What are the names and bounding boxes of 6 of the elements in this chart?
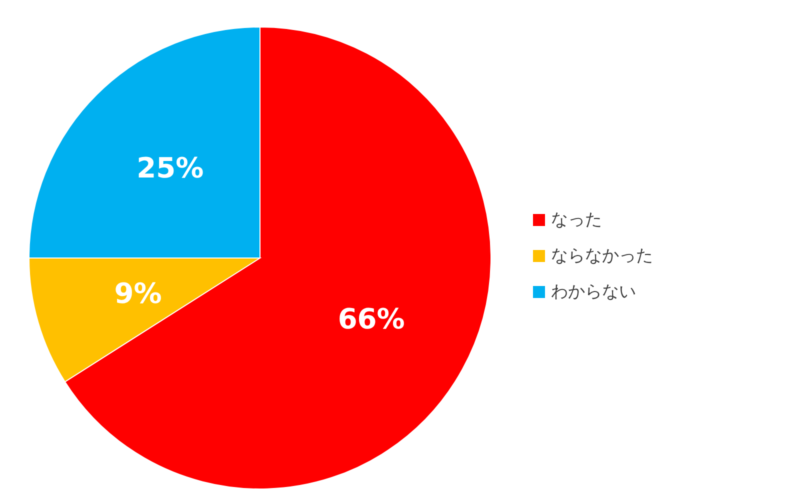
data-label: 66% (338, 302, 405, 336)
data-label: 25% (136, 152, 204, 185)
legend-label: ならなかった (551, 246, 653, 266)
legend-label: わからない (551, 282, 636, 302)
data-label: 9% (114, 276, 162, 310)
legend-label: なった (551, 210, 602, 230)
